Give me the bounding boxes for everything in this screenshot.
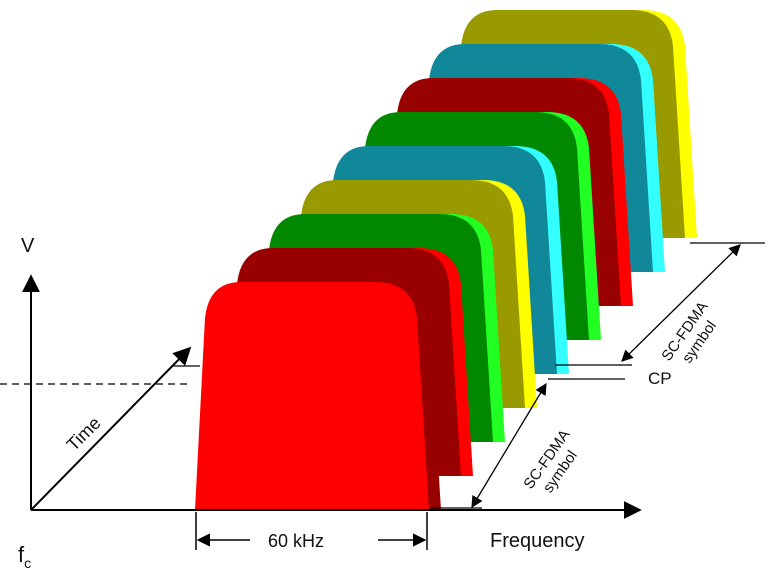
fc-subscript: c: [24, 555, 31, 571]
subcarrier-red-front: [195, 282, 429, 510]
v-axis-label: V: [21, 235, 35, 257]
axes: [0, 274, 642, 519]
front-symbol-arrow: [471, 382, 547, 509]
cp-label: CP: [648, 369, 672, 388]
subcarrier-stack: [195, 10, 697, 510]
fc-label: fc: [18, 542, 31, 571]
symbol-label-back: SC-FDMA symbol: [658, 299, 720, 367]
back-symbol-arrow: [621, 244, 741, 362]
bandwidth-label: 60 kHz: [268, 531, 324, 551]
time-axis-label: Time: [63, 413, 105, 455]
symbol-dimensions: [430, 242, 765, 509]
fc-main: f: [18, 542, 25, 567]
frequency-axis-label: Frequency: [490, 530, 585, 552]
symbol-label-front: SC-FDMA symbol: [520, 427, 581, 496]
bandwidth-dimension: [195, 512, 428, 550]
time-axis-line: [30, 346, 192, 511]
